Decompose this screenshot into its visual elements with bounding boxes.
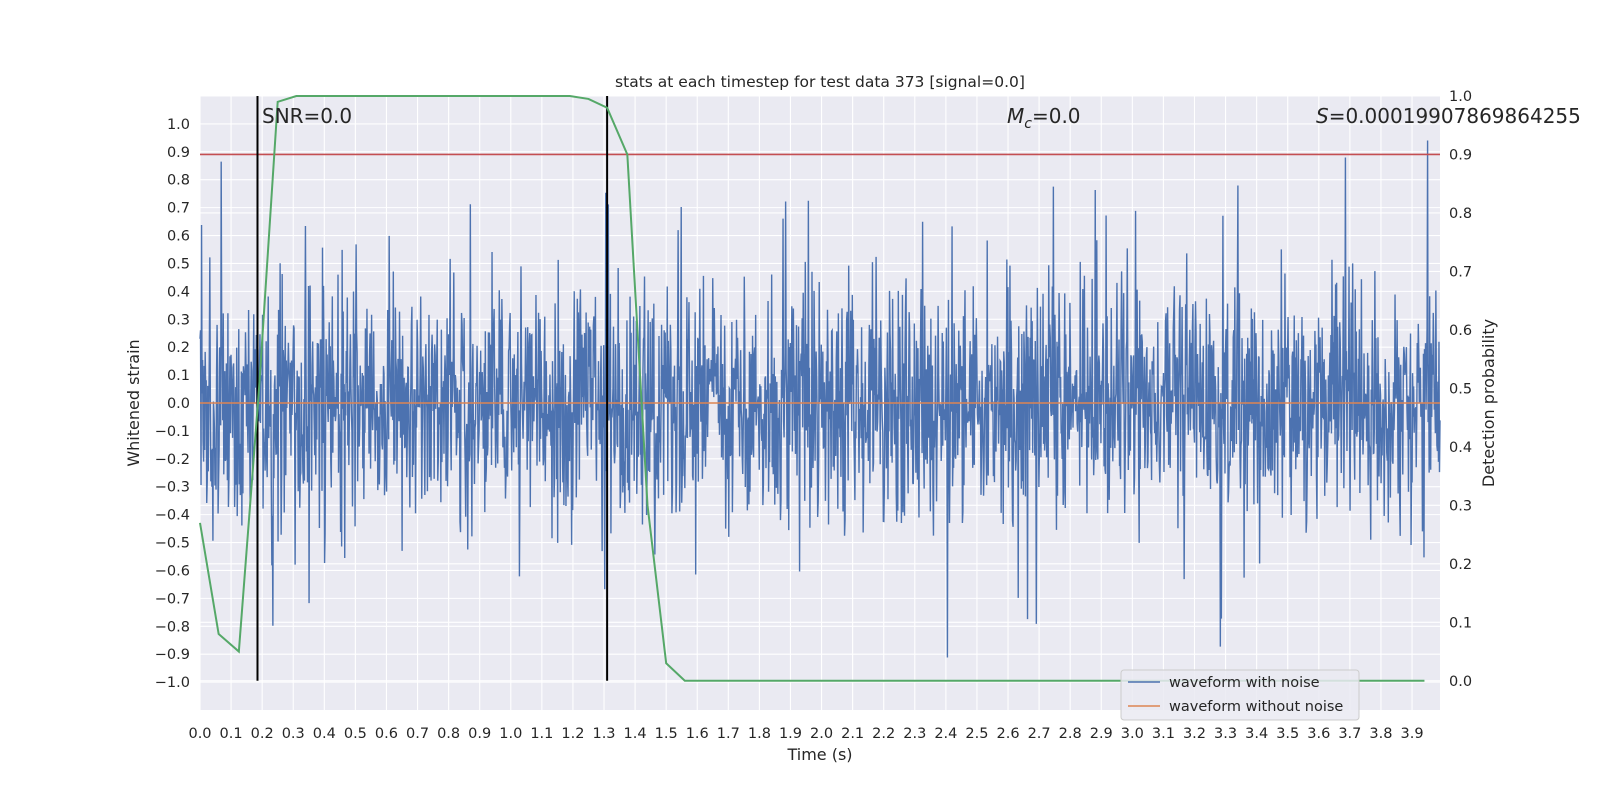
legend-label-clean: waveform without noise: [1169, 699, 1343, 715]
y-tick-label-left: 0.4: [167, 284, 190, 300]
y-tick-labels-left: 1.0 0.9 0.8 0.7 0.6 0.5 0.4 0.3 0.2 0.1 0.0 −0.1 −0.…: [155, 117, 190, 691]
x-tick-label: 1.2: [561, 726, 584, 742]
x-tick-label: 0.6: [375, 726, 398, 742]
x-tick-label: 0.8: [437, 726, 460, 742]
y-axis-label-right: Detection probability: [1479, 319, 1498, 487]
series-detection-probability: [199, 95, 1425, 682]
y-tick-label-left: −1.0: [155, 675, 190, 691]
x-tick-label: 2.6: [996, 726, 1019, 742]
s-symbol: S: [1316, 104, 1329, 128]
legend-label-noise: waveform with noise: [1169, 675, 1320, 691]
x-tick-label: 3.9: [1400, 726, 1423, 742]
y-tick-label-left: 0.8: [167, 173, 190, 189]
x-tick-label: 1.4: [624, 726, 647, 742]
y-tick-label-left: 0.6: [167, 229, 190, 245]
x-tick-label: 2.4: [934, 726, 957, 742]
x-tick-label: 3.1: [1152, 726, 1175, 742]
y-tick-label-left: −0.8: [155, 619, 190, 635]
y-tick-label-left: −0.4: [155, 508, 190, 524]
y-tick-label-right: 0.0: [1449, 674, 1472, 690]
y-tick-label-left: −0.3: [155, 480, 190, 496]
x-tick-label: 3.6: [1307, 726, 1330, 742]
mc-value: =0.0: [1032, 104, 1081, 128]
x-tick-label: 3.2: [1183, 726, 1206, 742]
x-tick-label: 2.7: [1028, 726, 1051, 742]
x-tick-label: 2.9: [1090, 726, 1113, 742]
x-tick-label: 0.4: [313, 726, 336, 742]
y-tick-label-left: 1.0: [167, 117, 190, 133]
x-tick-label: 3.3: [1214, 726, 1237, 742]
x-tick-label: 1.1: [530, 726, 553, 742]
x-tick-label: 1.6: [686, 726, 709, 742]
y-tick-label-left: 0.3: [167, 312, 190, 328]
x-tick-label: 0.3: [282, 726, 305, 742]
x-tick-label: 0.9: [468, 726, 491, 742]
mc-symbol: M: [1007, 104, 1024, 128]
x-tick-label: 2.1: [841, 726, 864, 742]
x-tick-label: 1.7: [717, 726, 740, 742]
y-tick-label-left: 0.9: [167, 145, 190, 161]
y-tick-label-left: −0.7: [155, 591, 190, 607]
y-tick-label-left: −0.1: [155, 424, 190, 440]
mc-annotation: Mc=0.0: [1007, 104, 1081, 132]
x-tick-label: 3.8: [1369, 726, 1392, 742]
noise-trace: [199, 140, 1441, 658]
snr-annotation: SNR=0.0: [262, 104, 352, 128]
y-tick-label-left: 0.7: [167, 201, 190, 217]
x-tick-label: 3.0: [1121, 726, 1144, 742]
y-tick-label-right: 0.9: [1449, 147, 1472, 163]
x-tick-label: 0.1: [220, 726, 243, 742]
mc-subscript: c: [1024, 116, 1032, 132]
x-tick-label: 2.5: [965, 726, 988, 742]
x-tick-label: 3.7: [1338, 726, 1361, 742]
x-tick-label: 0.7: [406, 726, 429, 742]
y-tick-label-left: 0.2: [167, 340, 190, 356]
x-tick-label: 1.0: [499, 726, 522, 742]
y-tick-label-right: 0.2: [1449, 557, 1472, 573]
y-tick-label-right: 0.8: [1449, 206, 1472, 222]
x-tick-label: 2.8: [1059, 726, 1082, 742]
x-axis-label: Time (s): [786, 745, 852, 764]
y-tick-label-left: 0.0: [167, 396, 190, 412]
x-tick-label: 2.2: [872, 726, 895, 742]
x-tick-label: 3.4: [1245, 726, 1268, 742]
s-annotation: S=0.00019907869864255: [1316, 104, 1581, 128]
chart-title: stats at each timestep for test data 373…: [615, 73, 1025, 91]
x-tick-label: 1.3: [592, 726, 615, 742]
y-tick-label-right: 0.1: [1449, 615, 1472, 631]
y-tick-label-left: 0.1: [167, 368, 190, 384]
y-axis-label-left: Whitened strain: [124, 339, 143, 466]
x-tick-label: 0.2: [251, 726, 274, 742]
legend-box: [1120, 669, 1360, 721]
y-tick-label-left: 0.5: [167, 256, 190, 272]
series-waveform-with-noise: [199, 140, 1441, 658]
x-tick-label: 1.5: [655, 726, 678, 742]
marker-lines: [256, 96, 609, 681]
probability-trace: [199, 95, 1425, 682]
y-tick-label-left: −0.2: [155, 452, 190, 468]
y-tick-label-left: −0.6: [155, 563, 190, 579]
x-tick-label: 1.8: [748, 726, 771, 742]
y-tick-label-right: 1.0: [1449, 89, 1472, 105]
x-tick-label: 0.0: [188, 726, 211, 742]
y-tick-label-right: 0.7: [1449, 264, 1472, 280]
x-tick-labels: 0.0 0.1 0.2 0.3 0.4 0.5 0.6 0.7 0.8 0.9 1.0 1.1 1.2 1…: [188, 726, 1423, 742]
y-tick-label-right: 0.6: [1449, 323, 1472, 339]
legend: waveform with noise waveform without noi…: [1120, 669, 1360, 721]
y-tick-label-right: 0.3: [1449, 498, 1472, 514]
y-tick-label-left: −0.5: [155, 536, 190, 552]
y-tick-label-right: 0.4: [1449, 440, 1472, 456]
y-tick-label-right: 0.5: [1449, 381, 1472, 397]
x-tick-label: 1.9: [779, 726, 802, 742]
s-value: =0.00019907869864255: [1329, 104, 1581, 128]
y-tick-label-left: −0.9: [155, 647, 190, 663]
x-tick-label: 2.0: [810, 726, 833, 742]
x-tick-label: 3.5: [1276, 726, 1299, 742]
x-tick-label: 2.3: [903, 726, 926, 742]
x-tick-label: 0.5: [344, 726, 367, 742]
y-tick-labels-right: 1.0 0.9 0.8 0.7 0.6 0.5 0.4 0.3 0.2 0.1 0.0: [1449, 89, 1472, 690]
